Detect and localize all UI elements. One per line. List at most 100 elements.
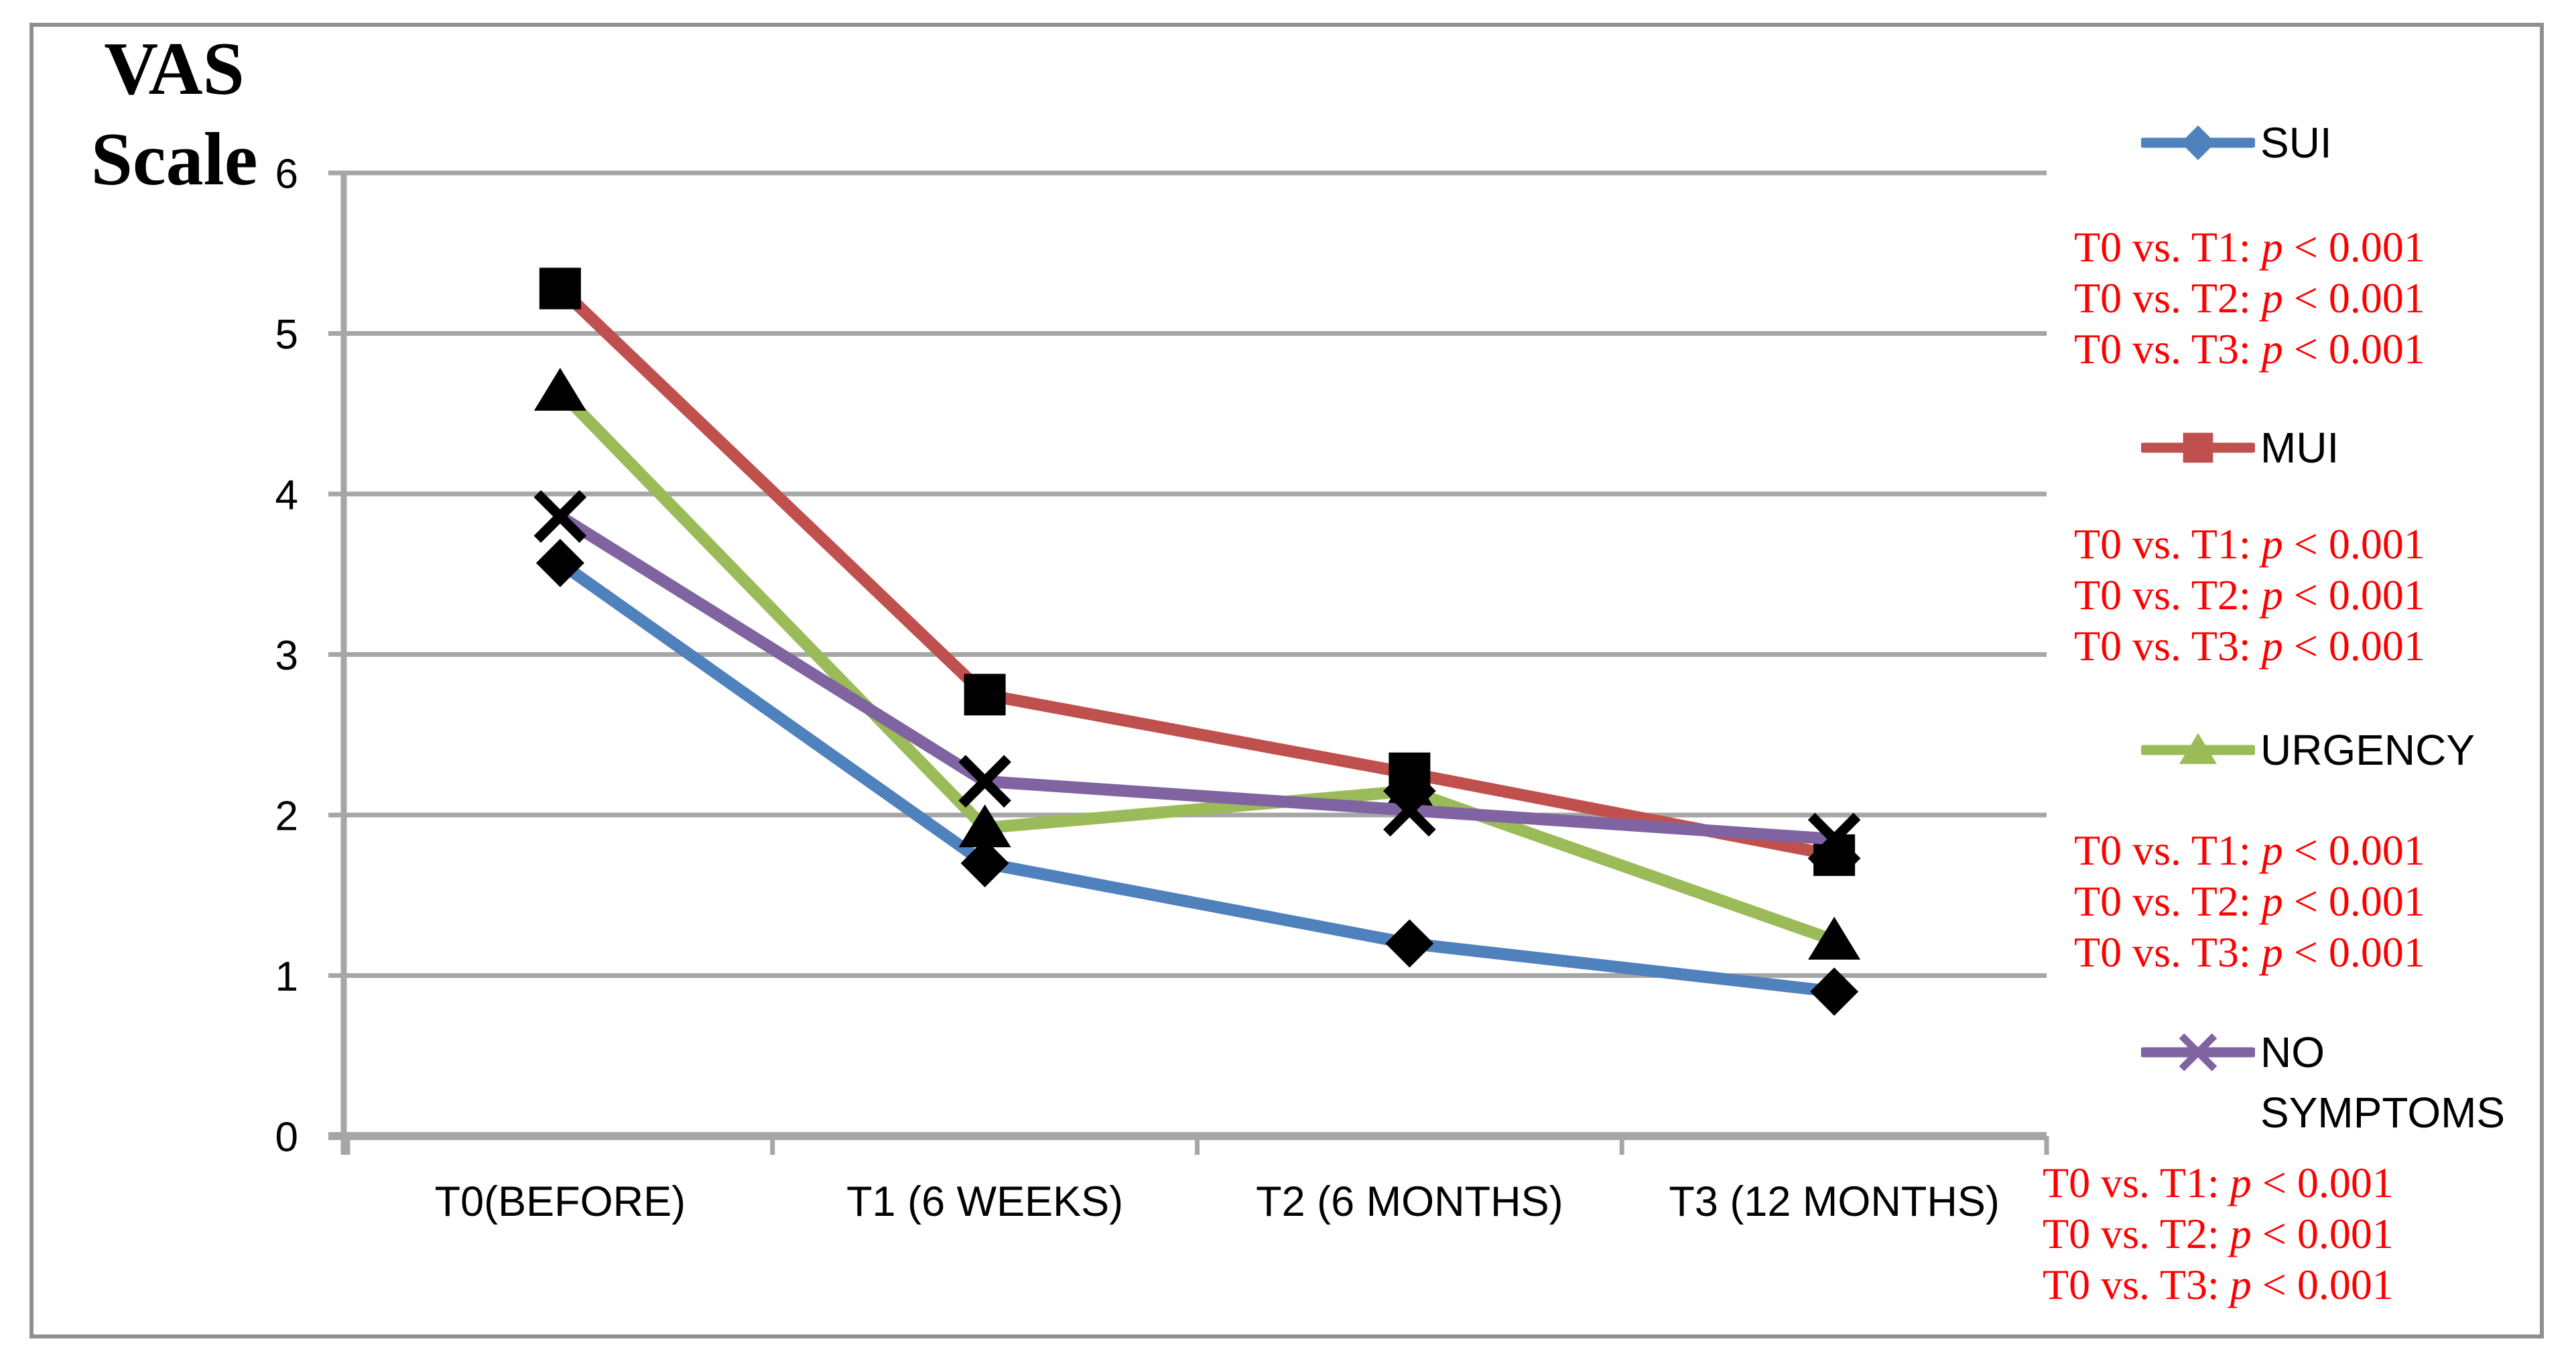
pvalue-rest: < 0.001 <box>2282 928 2425 976</box>
x-tick-label: T2 (6 MONTHS) <box>1256 1178 1563 1225</box>
square-marker <box>964 674 1006 716</box>
legend-item-urgency: URGENCY <box>2141 720 2488 780</box>
pvalue-prefix: T0 vs. T2: <box>2074 877 2262 925</box>
pvalue-p: p <box>2230 1261 2252 1308</box>
x-tick-label: T1 (6 WEEKS) <box>846 1178 1123 1225</box>
x-marker <box>2179 1033 2217 1072</box>
pvalue-p: p <box>2261 826 2283 874</box>
pvalue-rest: < 0.001 <box>2282 274 2425 322</box>
legend-label-urgency: URGENCY <box>2260 726 2475 774</box>
legend-item-no-symptoms: NO SYMPTOMS <box>2141 1022 2506 1143</box>
pvalue-line: T0 vs. T2: p < 0.001 <box>2074 273 2516 324</box>
pvalue-prefix: T0 vs. T1: <box>2074 520 2262 568</box>
pvalue-prefix: T0 vs. T3: <box>2043 1261 2230 1308</box>
figure-border <box>29 23 2544 1338</box>
no-symptoms-x-line-icon <box>2141 1033 2255 1072</box>
y-tick-label: 1 <box>275 954 298 1000</box>
pvalue-line: T0 vs. T3: p < 0.001 <box>2074 621 2516 672</box>
pvalue-p: p <box>2230 1210 2252 1257</box>
pvalue-rest: < 0.001 <box>2251 1261 2394 1308</box>
pvalue-rest: < 0.001 <box>2282 877 2425 925</box>
pvalue-p: p <box>2261 877 2283 925</box>
pvalue-prefix: T0 vs. T1: <box>2074 826 2262 874</box>
x-marker <box>1807 812 1861 866</box>
y-tick-label: 5 <box>275 312 298 358</box>
pvalue-prefix: T0 vs. T3: <box>2074 622 2262 670</box>
pvalue-rest: < 0.001 <box>2282 826 2425 874</box>
legend-label-mui: MUI <box>2260 424 2339 472</box>
y-tick-label: 4 <box>275 473 298 519</box>
triangle-marker <box>533 367 586 411</box>
pvalue-rest: < 0.001 <box>2282 223 2425 271</box>
series-line <box>557 511 1835 845</box>
y-axis-title-line1: VAS <box>104 27 245 111</box>
triangle-marker <box>1808 916 1861 960</box>
series-sui <box>535 538 1859 1016</box>
pvalue-prefix: T0 vs. T1: <box>2043 1159 2230 1206</box>
sui-diamond-line-icon <box>2141 125 2255 160</box>
pvalue-line: T0 vs. T1: p < 0.001 <box>2043 1158 2485 1208</box>
series-no-symptoms <box>533 490 1861 866</box>
diamond-marker <box>960 838 1009 887</box>
pvalue-p: p <box>2261 520 2283 568</box>
pvalue-rest: < 0.001 <box>2282 571 2425 619</box>
pvalue-line: T0 vs. T1: p < 0.001 <box>2074 825 2516 876</box>
diamond-marker <box>535 538 584 587</box>
pvalue-line: T0 vs. T2: p < 0.001 <box>2043 1208 2485 1259</box>
pvalue-rest: < 0.001 <box>2282 325 2425 373</box>
legend-label-no-symptoms: NO SYMPTOMS <box>2260 1028 2506 1137</box>
pvalue-p: p <box>2261 325 2283 373</box>
mui-square-line-icon <box>2141 432 2255 463</box>
pvalue-block-urgency: T0 vs. T1: p < 0.001 T0 vs. T2: p < 0.00… <box>2074 825 2516 978</box>
diamond-marker <box>1385 919 1434 968</box>
pvalue-prefix: T0 vs. T2: <box>2074 571 2262 619</box>
legend-item-sui: SUI <box>2141 113 2488 173</box>
legend-item-mui: MUI <box>2141 418 2488 478</box>
pvalue-p: p <box>2261 571 2283 619</box>
y-axis-title-line2: Scale <box>90 118 258 201</box>
pvalue-p: p <box>2261 928 2283 976</box>
pvalue-p: p <box>2261 622 2283 670</box>
pvalue-line: T0 vs. T3: p < 0.001 <box>2074 324 2516 375</box>
pvalue-line: T0 vs. T1: p < 0.001 <box>2074 222 2516 273</box>
pvalue-p: p <box>2230 1159 2252 1206</box>
x-marker <box>533 490 587 543</box>
pvalue-rest: < 0.001 <box>2282 622 2425 670</box>
x-marker <box>1383 784 1436 837</box>
pvalue-block-sui: T0 vs. T1: p < 0.001 T0 vs. T2: p < 0.00… <box>2074 222 2516 375</box>
x-marker <box>958 755 1011 808</box>
diamond-marker <box>2181 125 2215 160</box>
y-axis-title: VAS Scale <box>87 24 261 205</box>
pvalue-line: T0 vs. T2: p < 0.001 <box>2074 876 2516 927</box>
y-tick-label: 3 <box>275 633 298 679</box>
pvalue-p: p <box>2261 274 2283 322</box>
pvalue-rest: < 0.001 <box>2251 1159 2394 1206</box>
series-line <box>556 558 1836 998</box>
urgency-triangle-line-icon <box>2141 733 2255 764</box>
square-marker <box>539 267 581 310</box>
legend-label-sui: SUI <box>2260 119 2332 167</box>
square-marker <box>2183 432 2213 463</box>
pvalue-line: T0 vs. T2: p < 0.001 <box>2074 570 2516 621</box>
pvalue-block-no-symptoms: T0 vs. T1: p < 0.001 T0 vs. T2: p < 0.00… <box>2043 1158 2485 1310</box>
pvalue-prefix: T0 vs. T2: <box>2074 274 2262 322</box>
pvalue-prefix: T0 vs. T3: <box>2074 325 2262 373</box>
pvalue-line: T0 vs. T1: p < 0.001 <box>2074 519 2516 570</box>
triangle-marker <box>958 804 1011 848</box>
square-marker <box>1389 752 1431 794</box>
pvalue-line: T0 vs. T3: p < 0.001 <box>2043 1259 2485 1310</box>
pvalue-block-mui: T0 vs. T1: p < 0.001 T0 vs. T2: p < 0.00… <box>2074 519 2516 672</box>
triangle-marker <box>2179 733 2217 764</box>
series-line <box>556 284 1836 861</box>
pvalue-prefix: T0 vs. T2: <box>2043 1210 2230 1257</box>
pvalue-p: p <box>2261 223 2283 271</box>
pvalue-prefix: T0 vs. T3: <box>2074 928 2262 976</box>
y-tick-label: 0 <box>275 1115 298 1161</box>
series-mui <box>539 267 1856 876</box>
pvalue-prefix: T0 vs. T1: <box>2074 223 2262 271</box>
series-line <box>556 387 1837 946</box>
y-tick-label: 2 <box>275 794 298 840</box>
pvalue-line: T0 vs. T3: p < 0.001 <box>2074 927 2516 978</box>
